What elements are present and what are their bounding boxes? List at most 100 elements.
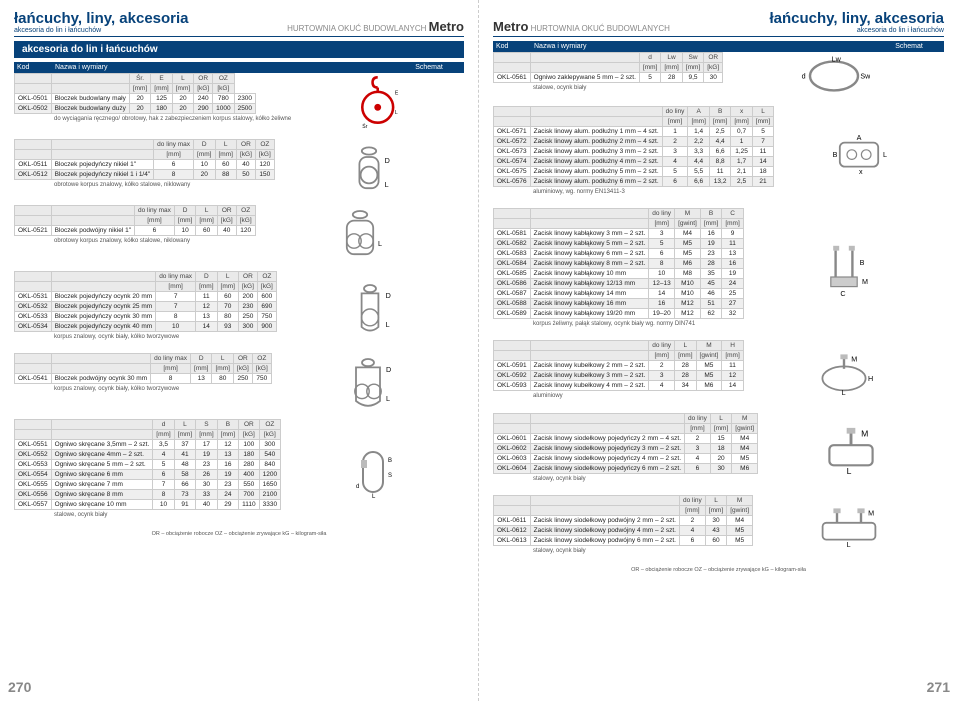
svg-text:S: S — [388, 473, 392, 479]
svg-text:L: L — [841, 388, 845, 395]
table-row: OKL-0581Zacisk linowy kabłąkowy 3 mm – 2… — [494, 229, 744, 239]
schematic-egg-clamp: L H M — [744, 340, 944, 406]
table-row: OKL-0512Bloczek pojedyńczy nikiel 1 i 1/… — [15, 169, 275, 179]
table-row: OKL-0613Zacisk linowy siodełkowy podwójn… — [494, 535, 753, 545]
schematic-zinc-block: DL — [277, 271, 464, 347]
table-row: OKL-0582Zacisk linowy kabłąkowy 5 mm – 2… — [494, 239, 744, 249]
legend-r: OR – obciążenie robocze OZ – obciążenie … — [493, 567, 944, 573]
table-t4: do liny maxDLOROZ[mm][mm][mm][kG][kG]OKL… — [14, 271, 277, 332]
table-row: OKL-0571Zacisk linowy alum. podłużny 1 m… — [494, 127, 774, 137]
svg-text:L: L — [385, 180, 389, 189]
table-row: OKL-0557Ogniwo skręcane 10 mm10914029111… — [15, 500, 281, 510]
table-row: OKL-0554Ogniwo skręcane 6 mm658261940012… — [15, 470, 281, 480]
table-row: OKL-0586Zacisk linowy kabłąkowy 12/13 mm… — [494, 279, 744, 289]
desc-t10: aluminiowy — [493, 391, 744, 406]
svg-text:M: M — [868, 509, 874, 518]
svg-text:Sw: Sw — [860, 71, 870, 80]
table-row: OKL-0611Zacisk linowy siodełkowy podwójn… — [494, 515, 753, 525]
desc-t12: stalowy, ocynk biały — [493, 546, 753, 561]
section-title: akcesoria do lin i łańcuchów — [14, 41, 464, 58]
table-row: OKL-0588Zacisk linowy kabłąkowy 16 mm16M… — [494, 299, 744, 309]
schematic-pulley-hook: E L Śr — [291, 73, 464, 133]
header-sub: akcesoria do lin i łańcuchów — [14, 27, 189, 34]
brand-r: Metro HURTOWNIA OKUĆ BUDOWLANYCH — [493, 19, 670, 34]
schematic-zinc-double: DL — [272, 353, 464, 413]
schematic-link: LwdSw — [723, 52, 944, 100]
schematic-u-clamp: BCM — [744, 208, 944, 334]
schematic-alum-clamp: A L Bx — [774, 106, 944, 202]
svg-text:L: L — [846, 540, 850, 549]
table-t1: Śr.ELOROZ[mm][mm][mm][kG][kG]OKL-0501Blo… — [14, 73, 256, 114]
svg-text:L: L — [395, 110, 398, 116]
svg-text:L: L — [883, 149, 887, 158]
table-row: OKL-0585Zacisk linowy kabłąkowy 10 mm10M… — [494, 269, 744, 279]
table-row: OKL-0574Zacisk linowy alum. podłużny 4 m… — [494, 157, 774, 167]
svg-text:B: B — [859, 258, 864, 267]
header-sub-r: akcesoria do lin i łańcuchów — [769, 27, 944, 34]
svg-text:L: L — [847, 466, 852, 476]
page-header: łańcuchy, liny, akcesoria akcesoria do l… — [14, 10, 464, 37]
table-row: OKL-0583Zacisk linowy kabłąkowy 6 mm – 2… — [494, 249, 744, 259]
table-t10: do linyLMH[mm][mm][gwint][mm]OKL-0591Zac… — [493, 340, 744, 391]
svg-text:A: A — [857, 133, 862, 142]
desc-t9: korpus żeliwny, pałąk stalowy, ocynk bia… — [493, 319, 744, 334]
svg-text:x: x — [859, 166, 863, 175]
page-number-right: 271 — [927, 679, 950, 695]
table-row: OKL-0541Bloczek podwójny ocynk 30 mm8138… — [15, 374, 272, 384]
legend: OR – obciążenie robocze OZ – obciążenie … — [14, 531, 464, 537]
page-header-r: Metro HURTOWNIA OKUĆ BUDOWLANYCH łańcuch… — [493, 10, 944, 37]
svg-text:L: L — [386, 394, 390, 403]
table-row: OKL-0591Zacisk linowy kubełkowy 2 mm – 2… — [494, 361, 744, 371]
table-row: OKL-0533Bloczek pojedyńczy ocynk 30 mm81… — [15, 311, 277, 321]
table-t9: do linyMBC[mm][gwint][mm][mm]OKL-0581Zac… — [493, 208, 744, 319]
table-row: OKL-0561Ogniwo zaklepywane 5 mm – 2 szt.… — [494, 73, 723, 83]
table-row: OKL-0551Ogniwo skręcane 3,5mm – 2 szt.3,… — [15, 440, 281, 450]
table-t6: dLSBOROZ[mm][mm][mm][mm][kG][kG]OKL-0551… — [14, 419, 281, 510]
svg-text:E: E — [395, 90, 399, 96]
svg-text:d: d — [801, 71, 805, 80]
schematic-simplex: LM — [758, 413, 944, 489]
svg-text:M: M — [851, 354, 857, 363]
desc-t11: stalowy, ocynk biały — [493, 474, 758, 489]
table-row: OKL-0573Zacisk linowy alum. podłużny 3 m… — [494, 147, 774, 157]
svg-text:H: H — [868, 374, 873, 383]
table-row: OKL-0552Ogniwo skręcane 4mm – 2 szt.4411… — [15, 450, 281, 460]
svg-text:M: M — [862, 277, 868, 286]
table-row: OKL-0531Bloczek pojedyńczy ocynk 20 mm71… — [15, 291, 277, 301]
table-row: OKL-0604Zacisk linowy siodełkowy pojedyń… — [494, 463, 758, 473]
table-t7: dLwSwOR[mm][mm][mm][kG]OKL-0561Ogniwo za… — [493, 52, 723, 83]
table-row: OKL-0501Bloczek budowlany mały2012520240… — [15, 94, 256, 104]
column-header-r: Kod Nazwa i wymiary Schemat — [493, 41, 944, 52]
table-row: OKL-0584Zacisk linowy kabłąkowy 8 mm – 2… — [494, 259, 744, 269]
table-row: OKL-0589Zacisk linowy kabłąkowy 19/20 mm… — [494, 309, 744, 319]
svg-text:B: B — [833, 149, 838, 158]
svg-text:L: L — [378, 239, 382, 248]
schematic-quick-link: BSdL — [281, 419, 464, 525]
svg-text:L: L — [386, 320, 390, 329]
schematic-double-block: L — [256, 205, 464, 265]
desc-t7: stalowe, ocynk biały — [493, 83, 723, 98]
table-row: OKL-0592Zacisk linowy kubełkowy 3 mm – 2… — [494, 371, 744, 381]
header-title-r: łańcuchy, liny, akcesoria — [769, 10, 944, 27]
table-row: OKL-0556Ogniwo skręcane 8 mm873332470021… — [15, 490, 281, 500]
desc-t3: obrotowy korpus znalowy, kółko stalowe, … — [14, 236, 256, 251]
table-t12: do linyLM[mm][mm][gwint]OKL-0611Zacisk l… — [493, 495, 753, 546]
desc-t5: korpus znalowy, ocynk biały, kółko tworz… — [14, 384, 272, 399]
svg-text:L: L — [372, 494, 376, 500]
table-t5: do liny maxDLOROZ[mm][mm][mm][kG][kG]OKL… — [14, 353, 272, 384]
table-row: OKL-0572Zacisk linowy alum. podłużny 2 m… — [494, 137, 774, 147]
table-row: OKL-0575Zacisk linowy alum. podłużny 5 m… — [494, 167, 774, 177]
svg-text:Śr: Śr — [362, 122, 367, 130]
brand: HURTOWNIA OKUĆ BUDOWLANYCH Metro — [287, 19, 464, 34]
table-row: OKL-0603Zacisk linowy siodełkowy pojedyń… — [494, 453, 758, 463]
table-row: OKL-0502Bloczek budowlany duży2018020290… — [15, 104, 256, 114]
svg-text:D: D — [385, 156, 390, 165]
column-header: Kod Nazwa i wymiary Schemat — [14, 62, 464, 73]
header-title: łańcuchy, liny, akcesoria — [14, 10, 189, 27]
svg-text:d: d — [356, 484, 359, 490]
schematic-single-block: DL — [275, 139, 464, 199]
desc-t8: aluminiowy, wg. normy EN13411-3 — [493, 187, 774, 202]
svg-text:D: D — [386, 365, 391, 374]
table-row: OKL-0534Bloczek pojedyńczy ocynk 40 mm10… — [15, 321, 277, 331]
desc-t2: obrotowe korpus znalowy, kółko stalowe, … — [14, 180, 275, 195]
